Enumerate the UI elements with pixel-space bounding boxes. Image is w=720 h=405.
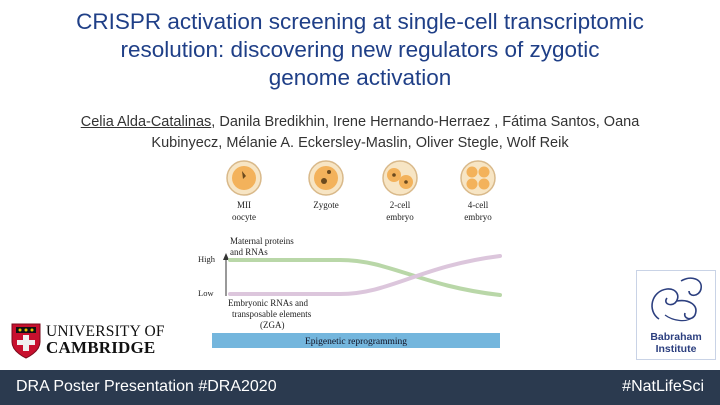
footer-bar: DRA Poster Presentation #DRA2020 #NatLif…: [0, 370, 720, 405]
authors-rest: , Danila Bredikhin, Irene Hernando-Herra…: [211, 114, 640, 130]
stage-label-4cell-2: embryo: [464, 212, 492, 222]
title-line-2: resolution: discovering new regulators o…: [120, 37, 600, 62]
stage-label-zygote: Zygote: [313, 200, 339, 210]
maternal-label-2: and RNAs: [230, 247, 268, 257]
stage-label-oocyte-1: MII: [237, 200, 251, 210]
stage-label-oocyte-2: oocyte: [232, 212, 256, 222]
reprogramming-bar: [212, 333, 500, 348]
y-label-high: High: [198, 254, 216, 264]
cambridge-line-1: UNIVERSITY OF: [46, 323, 165, 340]
title-line-1: CRISPR activation screening at single-ce…: [76, 9, 644, 34]
cambridge-line-2: CAMBRIDGE: [46, 338, 156, 357]
babraham-line-2: Institute: [655, 343, 697, 355]
maternal-label-1: Maternal proteins: [230, 236, 294, 246]
first-author: Celia Alda-Catalinas: [80, 114, 212, 130]
reprogramming-bar-label: Epigenetic reprogramming: [305, 337, 407, 347]
embryonic-label-3: (ZGA): [260, 320, 285, 330]
authors-line-2: Kubinyecz, Mélanie A. Eckersley-Maslin, …: [151, 135, 569, 151]
four-cell-embryo-icon: [460, 160, 496, 196]
stage-label-4cell-1: 4-cell: [468, 200, 489, 210]
y-label-low: Low: [198, 288, 214, 298]
maternal-curve: [228, 258, 502, 297]
embryonic-label-1: Embryonic RNAs and: [228, 298, 308, 308]
zga-figure: MII oocyte Zygote 2-cell embryo 4-cell e…: [198, 160, 502, 348]
babraham-logo: Babraham Institute: [636, 270, 716, 360]
footer-event-label: DRA Poster Presentation #DRA2020: [16, 378, 277, 395]
stage-label-2cell-2: embryo: [386, 212, 414, 222]
cambridge-wordmark: UNIVERSITY OF CAMBRIDGE: [46, 323, 165, 357]
oocyte-icon: [226, 160, 262, 196]
babraham-line-1: Babraham: [650, 331, 702, 343]
slide-title: CRISPR activation screening at single-ce…: [20, 8, 700, 92]
authors-line-1: Celia Alda-Catalinas, Danila Bredikhin, …: [30, 112, 690, 133]
stage-label-2cell-1: 2-cell: [390, 200, 411, 210]
cambridge-logo: [10, 322, 160, 362]
babraham-swirl-icon: [651, 277, 702, 322]
two-cell-embryo-icon: [382, 160, 418, 196]
title-line-3: genome activation: [268, 65, 452, 90]
cambridge-crest-icon: [11, 323, 41, 359]
author-list: Celia Alda-Catalinas, Danila Bredikhin, …: [30, 112, 690, 154]
embryonic-curve: [228, 254, 502, 296]
y-axis-arrowhead: [223, 253, 229, 260]
zygote-icon: [308, 160, 344, 196]
footer-hashtag: #NatLifeSci: [622, 378, 704, 395]
embryonic-label-2: transposable elements: [232, 309, 312, 319]
